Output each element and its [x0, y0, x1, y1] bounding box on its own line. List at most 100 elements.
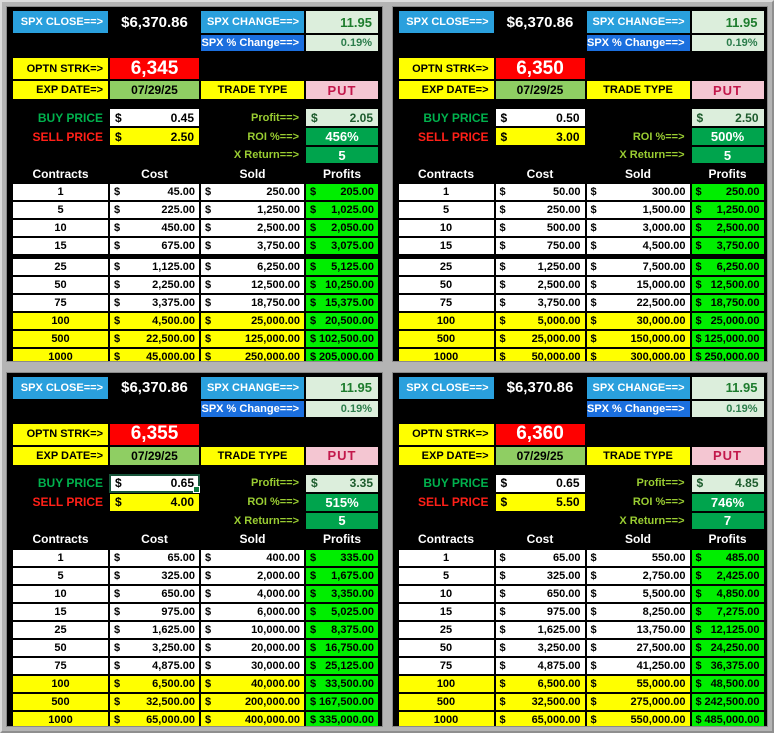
cost-cell[interactable]: $225.00 — [110, 202, 199, 218]
sold-cell[interactable]: $6,000.00 — [201, 603, 304, 620]
row-profit-cell[interactable]: $18,750.00 — [691, 295, 764, 311]
contracts-cell[interactable]: 10 — [398, 220, 494, 236]
row-profit-cell[interactable]: $335,000.00 — [306, 711, 378, 727]
trade-type-value[interactable]: PUT — [691, 446, 764, 465]
trade-type-value[interactable]: PUT — [306, 81, 378, 99]
contracts-cell[interactable]: 1 — [13, 184, 108, 200]
contracts-cell[interactable]: 1000 — [398, 349, 494, 361]
sold-cell[interactable]: $300,000.00 — [586, 349, 690, 361]
row-profit-cell[interactable]: $36,375.00 — [691, 657, 764, 674]
sold-cell[interactable]: $30,000.00 — [201, 657, 304, 674]
trade-type-value[interactable]: PUT — [306, 446, 378, 465]
row-profit-cell[interactable]: $25,125.00 — [306, 657, 378, 674]
sold-cell[interactable]: $4,500.00 — [586, 238, 690, 254]
spx-pct-change-value[interactable]: 0.19% — [306, 400, 378, 417]
cost-cell[interactable]: $4,500.00 — [110, 313, 199, 329]
contracts-cell[interactable]: 5 — [13, 202, 108, 218]
sold-cell[interactable]: $1,250.00 — [201, 202, 304, 218]
contracts-cell[interactable]: 500 — [398, 693, 494, 710]
exp-date-input[interactable]: 07/29/25 — [110, 81, 199, 99]
spx-change-value[interactable]: 11.95 — [306, 376, 378, 399]
cost-cell[interactable]: $3,750.00 — [495, 295, 585, 311]
sold-cell[interactable]: $550,000.00 — [586, 711, 690, 727]
exp-date-input[interactable]: 07/29/25 — [495, 81, 585, 99]
roi-value[interactable]: 500% — [691, 128, 764, 145]
row-profit-cell[interactable]: $33,500.00 — [306, 675, 378, 692]
buy-price-input[interactable]: $ 0.65 — [109, 473, 200, 493]
cost-cell[interactable]: $6,500.00 — [110, 675, 199, 692]
contracts-cell[interactable]: 25 — [13, 259, 108, 275]
contracts-cell[interactable]: 10 — [398, 585, 494, 602]
cost-cell[interactable]: $750.00 — [495, 238, 585, 254]
buy-price-input[interactable]: $ 0.45 — [110, 109, 199, 126]
contracts-cell[interactable]: 1 — [13, 549, 108, 566]
cost-cell[interactable]: $650.00 — [495, 585, 585, 602]
cost-cell[interactable]: $65,000.00 — [495, 711, 585, 727]
sold-cell[interactable]: $400,000.00 — [201, 711, 304, 727]
contracts-cell[interactable]: 10 — [13, 220, 108, 236]
contracts-cell[interactable]: 15 — [13, 603, 108, 620]
contracts-cell[interactable]: 50 — [398, 277, 494, 293]
contracts-cell[interactable]: 1000 — [13, 349, 108, 361]
cost-cell[interactable]: $675.00 — [110, 238, 199, 254]
buy-price-input[interactable]: $ 0.50 — [495, 109, 585, 126]
row-profit-cell[interactable]: $167,500.00 — [306, 693, 378, 710]
sold-cell[interactable]: $1,500.00 — [586, 202, 690, 218]
sold-cell[interactable]: $27,500.00 — [586, 639, 690, 656]
cost-cell[interactable]: $325.00 — [495, 567, 585, 584]
roi-value[interactable]: 515% — [306, 493, 378, 511]
sold-cell[interactable]: $250.00 — [201, 184, 304, 200]
sold-cell[interactable]: $200,000.00 — [201, 693, 304, 710]
trade-type-value[interactable]: PUT — [691, 81, 764, 99]
cost-cell[interactable]: $3,250.00 — [495, 639, 585, 656]
profit-value[interactable]: $ 3.35 — [306, 474, 378, 492]
cost-cell[interactable]: $22,500.00 — [110, 331, 199, 347]
sold-cell[interactable]: $18,750.00 — [201, 295, 304, 311]
sold-cell[interactable]: $22,500.00 — [586, 295, 690, 311]
contracts-cell[interactable]: 50 — [398, 639, 494, 656]
profit-value[interactable]: $ 2.50 — [691, 109, 764, 126]
cost-cell[interactable]: $45,000.00 — [110, 349, 199, 361]
cost-cell[interactable]: $3,250.00 — [110, 639, 199, 656]
contracts-cell[interactable]: 15 — [398, 603, 494, 620]
row-profit-cell[interactable]: $7,275.00 — [691, 603, 764, 620]
sold-cell[interactable]: $30,000.00 — [586, 313, 690, 329]
cost-cell[interactable]: $2,250.00 — [110, 277, 199, 293]
exp-date-input[interactable]: 07/29/25 — [110, 446, 199, 465]
cost-cell[interactable]: $325.00 — [110, 567, 199, 584]
row-profit-cell[interactable]: $2,500.00 — [691, 220, 764, 236]
contracts-cell[interactable]: 75 — [398, 657, 494, 674]
sold-cell[interactable]: $3,750.00 — [201, 238, 304, 254]
sold-cell[interactable]: $300.00 — [586, 184, 690, 200]
contracts-cell[interactable]: 15 — [398, 238, 494, 254]
profit-value[interactable]: $ 4.85 — [691, 474, 764, 492]
row-profit-cell[interactable]: $4,850.00 — [691, 585, 764, 602]
spx-pct-change-value[interactable]: 0.19% — [306, 35, 378, 51]
spx-close-value[interactable]: $6,370.86 — [110, 376, 199, 399]
cost-cell[interactable]: $5,000.00 — [495, 313, 585, 329]
row-profit-cell[interactable]: $1,025.00 — [306, 202, 378, 218]
sold-cell[interactable]: $20,000.00 — [201, 639, 304, 656]
sold-cell[interactable]: $4,000.00 — [201, 585, 304, 602]
cost-cell[interactable]: $65.00 — [110, 549, 199, 566]
roi-value[interactable]: 456% — [306, 128, 378, 145]
sell-price-input[interactable]: $ 2.50 — [110, 128, 199, 145]
contracts-cell[interactable]: 75 — [398, 295, 494, 311]
option-strike-input[interactable]: 6,360 — [495, 423, 585, 445]
row-profit-cell[interactable]: $3,350.00 — [306, 585, 378, 602]
row-profit-cell[interactable]: $2,425.00 — [691, 567, 764, 584]
row-profit-cell[interactable]: $125,000.00 — [691, 331, 764, 347]
sold-cell[interactable]: $6,250.00 — [201, 259, 304, 275]
cost-cell[interactable]: $32,500.00 — [495, 693, 585, 710]
row-profit-cell[interactable]: $20,500.00 — [306, 313, 378, 329]
x-return-value[interactable]: 5 — [306, 147, 378, 163]
contracts-cell[interactable]: 500 — [13, 693, 108, 710]
spx-close-value[interactable]: $6,370.86 — [495, 11, 585, 33]
contracts-cell[interactable]: 5 — [13, 567, 108, 584]
contracts-cell[interactable]: 50 — [13, 639, 108, 656]
sold-cell[interactable]: $41,250.00 — [586, 657, 690, 674]
contracts-cell[interactable]: 500 — [13, 331, 108, 347]
contracts-cell[interactable]: 50 — [13, 277, 108, 293]
row-profit-cell[interactable]: $102,500.00 — [306, 331, 378, 347]
cost-cell[interactable]: $500.00 — [495, 220, 585, 236]
